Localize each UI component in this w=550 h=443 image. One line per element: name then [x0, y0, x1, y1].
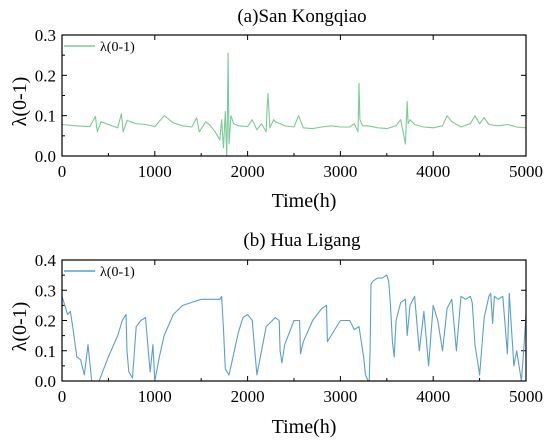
x-tick-label: 3000	[323, 162, 357, 181]
x-tick-label: 2000	[231, 387, 265, 406]
y-tick-label: 0.3	[35, 281, 56, 300]
y-tick-label: 0.3	[35, 26, 56, 45]
chart-panel-2: (b) Hua Ligang Time(h) λ(0-1) 0 1000 2000 3000…	[9, 230, 543, 438]
x-tick-label: 2000	[231, 162, 265, 181]
series-line-1	[62, 52, 526, 156]
y-axis-label: λ(0-1)	[9, 302, 31, 352]
chart-panel-1: (a)San Kongqiao Time(h) λ(0-1) 0 1000 2000 300…	[9, 6, 543, 212]
legend-label: λ(0-1)	[100, 40, 135, 55]
y-tick-label: 0.1	[35, 342, 56, 361]
plot-frame	[61, 259, 527, 382]
y-tick-label: 0.1	[35, 107, 56, 126]
y-tick-label: 0.2	[35, 66, 56, 85]
y-tick-label: 0.2	[35, 312, 56, 331]
y-tick-label: 0.0	[35, 147, 56, 166]
legend-label: λ(0-1)	[100, 265, 135, 280]
chart-title: (b) Hua Ligang	[243, 230, 361, 251]
y-tick-label: 0.0	[35, 372, 56, 391]
x-tick-label: 4000	[416, 387, 450, 406]
legend: λ(0-1)	[64, 265, 135, 280]
x-axis-label: Time(h)	[272, 190, 337, 212]
plot-frame	[61, 34, 527, 157]
x-tick-label: 5000	[509, 387, 543, 406]
y-axis-label: λ(0-1)	[9, 77, 31, 127]
x-tick-label: 0	[58, 162, 67, 181]
x-tick-label: 5000	[509, 162, 543, 181]
series-line-1	[62, 274, 526, 381]
y-tick-label: 0.4	[35, 251, 57, 270]
x-tick-label: 4000	[416, 162, 450, 181]
x-tick-label: 3000	[323, 387, 357, 406]
x-axis-label: Time(h)	[272, 416, 337, 438]
x-tick-label: 1000	[138, 387, 172, 406]
x-tick-label: 0	[58, 387, 67, 406]
x-tick-label: 1000	[138, 162, 172, 181]
legend: λ(0-1)	[64, 40, 135, 55]
chart-title: (a)San Kongqiao	[237, 6, 366, 27]
